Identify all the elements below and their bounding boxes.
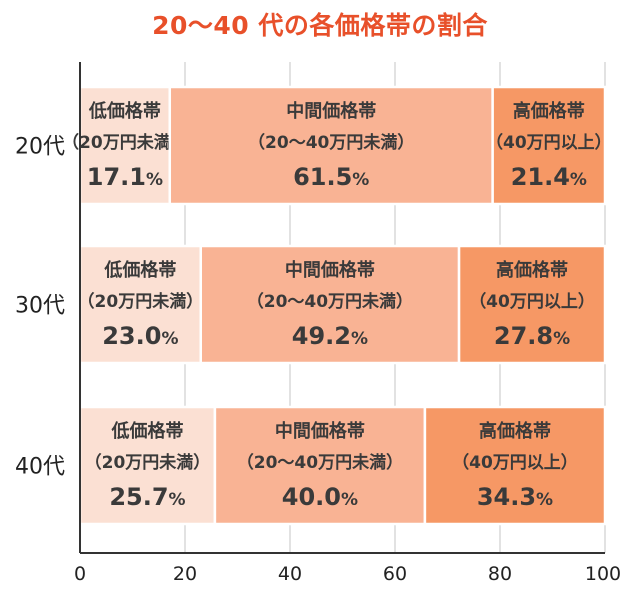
x-tick-label: 100 <box>585 563 621 585</box>
x-tick-label: 60 <box>383 563 407 585</box>
bar-segment <box>78 244 202 365</box>
x-tick-label: 40 <box>278 563 302 585</box>
data-label: 61.5% <box>293 163 369 191</box>
bar-segment <box>78 405 217 526</box>
segment-range: （20万円未満） <box>85 452 211 473</box>
data-label: 23.0% <box>102 322 178 350</box>
x-tick-label: 20 <box>173 563 197 585</box>
data-label: 17.1% <box>87 163 163 191</box>
x-tick-label: 80 <box>488 563 512 585</box>
segment-name: 中間価格帯 <box>285 259 375 281</box>
segment-name: 低価格帯 <box>110 420 183 442</box>
segment-name: 高価格帯 <box>496 259 568 281</box>
segment-name: 高価格帯 <box>479 420 551 442</box>
data-label: 40.0% <box>282 483 358 511</box>
data-label: 25.7% <box>109 483 185 511</box>
segment-range: （20～40万円未満） <box>237 452 403 473</box>
data-label: 34.3% <box>477 483 553 511</box>
bar-segment <box>213 405 427 526</box>
chart-title: 20～40 代の各価格帯の割合 <box>152 11 488 40</box>
segment-name: 中間価格帯 <box>275 420 365 442</box>
segment-range: （20万円未満） <box>62 132 188 153</box>
bar-segment <box>491 85 607 206</box>
bar-segment <box>168 85 494 206</box>
segment-name: 高価格帯 <box>513 100 585 122</box>
data-label: 21.4% <box>511 163 587 191</box>
bar-segment <box>457 244 607 365</box>
segment-range: （40万円以上） <box>452 452 578 473</box>
segment-name: 中間価格帯 <box>286 100 376 122</box>
segment-name: 低価格帯 <box>103 259 176 281</box>
segment-name: 低価格帯 <box>88 100 161 122</box>
segment-range: （20～40万円未満） <box>248 132 414 153</box>
x-tick-label: 0 <box>74 563 86 585</box>
data-label: 27.8% <box>494 322 570 350</box>
segment-range: （40万円以上） <box>469 291 595 312</box>
segment-range: （20～40万円未満） <box>247 291 413 312</box>
category-label: 30代 <box>15 294 65 319</box>
category-label: 40代 <box>15 455 65 480</box>
bar-segment <box>423 405 607 526</box>
segment-range: （20万円未満） <box>78 291 204 312</box>
bar-segment <box>199 244 461 365</box>
category-label: 20代 <box>15 135 65 160</box>
segment-range: （40万円以上） <box>486 132 612 153</box>
data-label: 49.2% <box>292 322 368 350</box>
